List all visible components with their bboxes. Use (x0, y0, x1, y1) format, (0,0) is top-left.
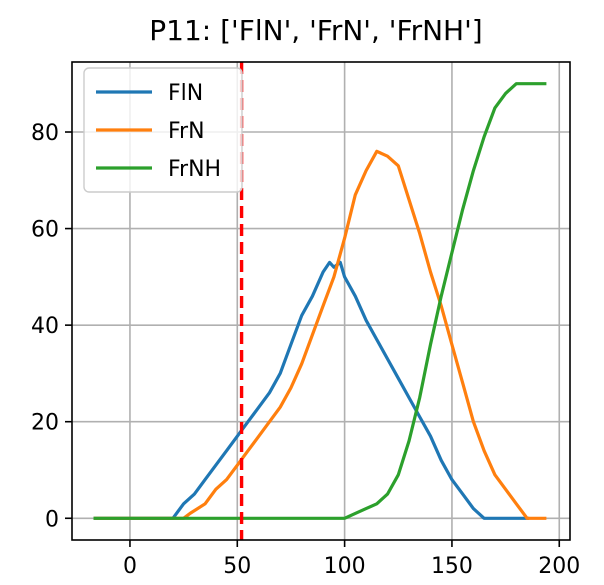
y-tick-label: 40 (31, 314, 59, 339)
legend-label-frn: FrN (168, 119, 205, 144)
legend-box (83, 67, 243, 193)
y-tick-label: 20 (31, 411, 59, 436)
chart-title: P11: ['FlN', 'FrN', 'FrNH'] (149, 14, 482, 47)
x-tick-label: 0 (123, 554, 137, 579)
legend-label-frnh: FrNH (168, 157, 221, 182)
y-tick-label: 0 (45, 507, 59, 532)
ticks: 0 50 100 150 200 0 20 40 60 80 (31, 121, 580, 579)
x-tick-label: 200 (538, 554, 580, 579)
series-layer (93, 82, 547, 520)
series-line-frn (93, 149, 547, 520)
axes-frame (71, 61, 571, 541)
series-line-fln (93, 260, 530, 520)
legend: FlN FrN FrNH (83, 67, 243, 193)
legend-label-fln: FlN (168, 81, 203, 106)
y-tick-label: 60 (31, 218, 59, 243)
series-line-frnh (93, 82, 547, 520)
x-tick-label: 50 (223, 554, 251, 579)
x-tick-label: 100 (324, 554, 366, 579)
y-tick-label: 80 (31, 121, 59, 146)
x-tick-label: 150 (431, 554, 473, 579)
